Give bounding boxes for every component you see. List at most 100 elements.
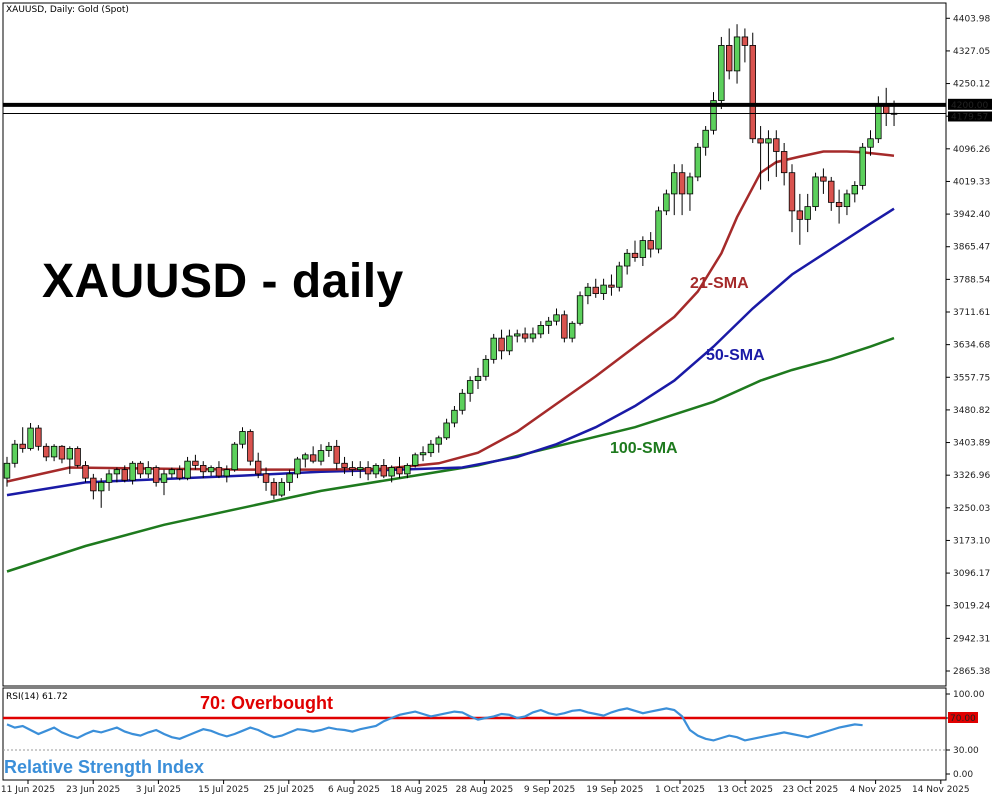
- rsi-panel: 100.00 30.00 0.00 70.00: [3, 690, 985, 780]
- candle: [333, 439, 340, 470]
- resistance-tag-label: 4200.00: [951, 101, 988, 111]
- candle: [749, 32, 756, 143]
- candle-body: [459, 392, 466, 411]
- candle: [851, 181, 858, 203]
- candle: [349, 461, 356, 477]
- candle-body: [247, 431, 254, 462]
- candle: [616, 261, 623, 292]
- candle: [545, 316, 552, 334]
- candle: [451, 406, 458, 428]
- candle-body: [160, 473, 168, 483]
- candle-body: [631, 252, 639, 258]
- chart-title: XAUUSD - daily: [42, 255, 404, 308]
- candle-body: [765, 138, 772, 144]
- candle-body: [404, 465, 411, 475]
- date-tick-label: 23 Jun 2025: [66, 785, 120, 795]
- candle-body: [43, 445, 50, 458]
- candle: [694, 142, 701, 182]
- candle-body: [200, 465, 207, 473]
- candle-body: [294, 458, 301, 475]
- candle: [388, 465, 395, 483]
- candle: [105, 469, 113, 491]
- candle-body: [639, 240, 647, 258]
- price-tick-label: 3173.10: [953, 536, 990, 546]
- candle-body: [780, 151, 788, 174]
- candle-body: [514, 333, 521, 337]
- candle: [98, 478, 105, 508]
- candle-body: [608, 284, 615, 288]
- candle-body: [451, 409, 458, 424]
- candle-body: [859, 146, 866, 186]
- candle: [443, 418, 450, 440]
- candle: [537, 321, 544, 339]
- candle-body: [254, 460, 262, 475]
- candle: [35, 425, 42, 451]
- candle: [325, 442, 333, 457]
- candle: [129, 461, 136, 485]
- candle-body: [828, 180, 835, 203]
- candle: [835, 189, 843, 224]
- candle: [364, 461, 372, 481]
- candle-body: [553, 314, 560, 322]
- candle: [404, 463, 411, 479]
- candle: [702, 126, 709, 156]
- candle: [380, 459, 387, 479]
- price-tick-label: 3019.24: [953, 602, 990, 612]
- candle: [718, 36, 725, 110]
- candle-body: [223, 469, 230, 477]
- candle: [514, 329, 521, 343]
- candle: [176, 465, 183, 481]
- candle: [372, 463, 380, 479]
- candle-body: [749, 45, 756, 140]
- candle: [200, 461, 207, 479]
- candle-body: [262, 473, 270, 483]
- candle: [757, 126, 764, 190]
- candle: [812, 172, 819, 211]
- date-axis: 11 Jun 2025 23 Jun 2025 3 Jul 2025 15 Jul 2…: [1, 780, 970, 795]
- candle: [215, 461, 223, 479]
- rsi-header: RSI(14) 61.72: [6, 692, 68, 702]
- candle-body: [521, 333, 529, 339]
- candle-body: [286, 473, 293, 483]
- candle: [419, 446, 427, 462]
- candle-body: [671, 172, 678, 195]
- candle-body: [569, 322, 576, 339]
- candle-body: [396, 467, 403, 475]
- date-tick-label: 3 Jul 2025: [136, 785, 181, 795]
- candle-body: [663, 193, 670, 212]
- price-tick-label: 3788.54: [953, 275, 990, 285]
- candlestick-series: [3, 24, 898, 508]
- candle: [11, 439, 19, 468]
- candle-body: [364, 467, 372, 475]
- rsi-line: [6, 707, 863, 742]
- candle-body: [129, 462, 136, 481]
- candle-body: [309, 454, 317, 462]
- current-price-tag-label: 4179.57: [951, 112, 988, 122]
- candle-body: [773, 138, 780, 152]
- overbought-tag: [948, 712, 978, 723]
- candle: [137, 461, 144, 479]
- candle-body: [278, 481, 285, 496]
- candle-body: [207, 467, 215, 473]
- candle-body: [718, 45, 725, 101]
- candle-body: [349, 467, 356, 471]
- candle-body: [757, 138, 764, 144]
- candle-body: [482, 358, 490, 377]
- candle: [286, 469, 293, 491]
- candle: [121, 465, 128, 483]
- candle: [608, 274, 615, 296]
- candle-body: [576, 295, 584, 324]
- price-tick-label: 4250.12: [953, 80, 990, 90]
- price-tick-label: 2865.38: [953, 667, 990, 677]
- date-tick-label: 6 Aug 2025: [328, 785, 380, 795]
- candle-body: [35, 427, 42, 447]
- candle: [592, 278, 599, 298]
- candle-body: [788, 172, 796, 212]
- price-tick-label: 3942.40: [953, 210, 990, 220]
- candle: [623, 249, 631, 275]
- candle-body: [820, 176, 827, 182]
- candle-body: [443, 422, 450, 439]
- price-tick-label: 4403.98: [953, 14, 990, 24]
